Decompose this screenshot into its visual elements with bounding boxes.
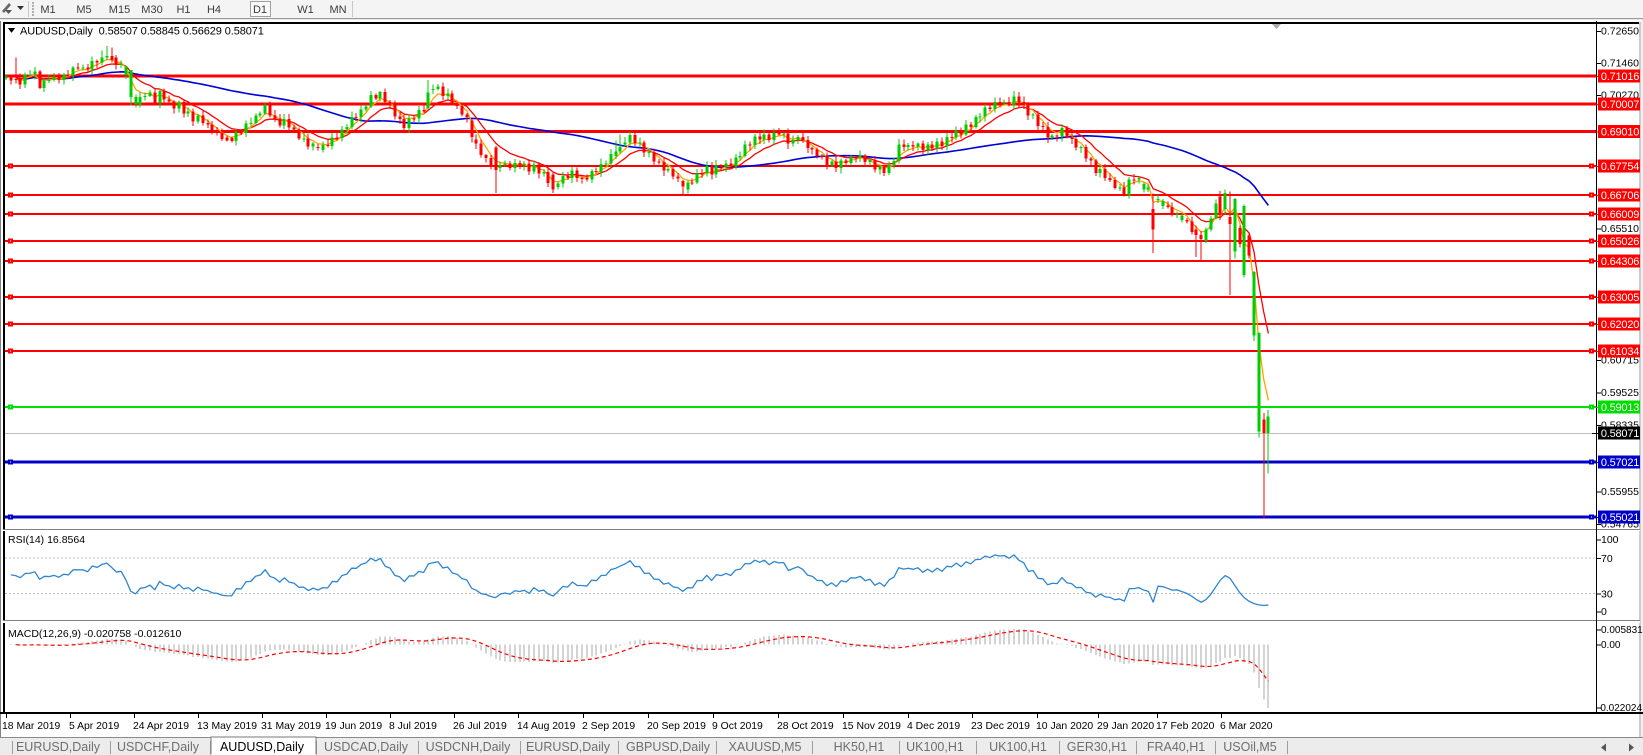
svg-text:17 Feb 2020: 17 Feb 2020 (1156, 721, 1215, 732)
svg-text:UK100,H1: UK100,H1 (989, 740, 1047, 754)
svg-text:D1: D1 (253, 4, 267, 16)
svg-text:19 Jun 2019: 19 Jun 2019 (325, 721, 382, 732)
svg-text:0.57021: 0.57021 (1601, 457, 1639, 469)
svg-text:18 Mar 2019: 18 Mar 2019 (2, 721, 61, 732)
svg-text:70: 70 (1601, 553, 1613, 565)
svg-text:0.71460: 0.71460 (1601, 58, 1639, 70)
svg-text:H4: H4 (207, 4, 221, 16)
svg-text:W1: W1 (297, 4, 314, 16)
svg-text:0.66706: 0.66706 (1601, 190, 1639, 202)
svg-text:0.67754: 0.67754 (1601, 161, 1639, 173)
svg-text:USDCNH,Daily: USDCNH,Daily (426, 740, 511, 754)
svg-text:28 Oct 2019: 28 Oct 2019 (777, 721, 834, 732)
svg-text:0: 0 (1601, 606, 1607, 618)
svg-text:XAUUSD,M5: XAUUSD,M5 (729, 740, 802, 754)
svg-text:EURUSD,Daily: EURUSD,Daily (16, 740, 101, 754)
svg-text:10 Jan 2020: 10 Jan 2020 (1036, 721, 1093, 732)
svg-text:-0.022024: -0.022024 (1597, 703, 1642, 714)
svg-text:0.59013: 0.59013 (1601, 402, 1639, 414)
svg-text:6 Mar 2020: 6 Mar 2020 (1220, 721, 1273, 732)
svg-text:14 Aug 2019: 14 Aug 2019 (517, 721, 576, 732)
svg-text:20 Sep 2019: 20 Sep 2019 (647, 721, 706, 732)
svg-text:0.63005: 0.63005 (1601, 292, 1639, 304)
svg-text:100: 100 (1601, 534, 1619, 546)
svg-text:0.005831: 0.005831 (1601, 625, 1643, 636)
svg-text:0.00: 0.00 (1601, 640, 1621, 651)
svg-text:HK50,H1: HK50,H1 (834, 740, 885, 754)
svg-text:13 May 2019: 13 May 2019 (197, 721, 257, 732)
svg-text:0.64306: 0.64306 (1601, 256, 1639, 268)
svg-text:5 Apr 2019: 5 Apr 2019 (69, 721, 119, 732)
svg-text:0.55021: 0.55021 (1601, 512, 1639, 524)
svg-text:0.58071: 0.58071 (1601, 428, 1639, 440)
svg-text:UK100,H1: UK100,H1 (906, 740, 964, 754)
svg-text:USOil,M5: USOil,M5 (1223, 740, 1277, 754)
svg-text:M15: M15 (109, 4, 130, 16)
svg-text:23 Dec 2019: 23 Dec 2019 (971, 721, 1030, 732)
svg-text:29 Jan 2020: 29 Jan 2020 (1097, 721, 1154, 732)
svg-text:8 Jul 2019: 8 Jul 2019 (389, 721, 437, 732)
svg-text:0.71016: 0.71016 (1601, 71, 1639, 83)
svg-text:9 Oct 2019: 9 Oct 2019 (712, 721, 763, 732)
svg-text:GBPUSD,Daily: GBPUSD,Daily (626, 740, 711, 754)
svg-text:0.70007: 0.70007 (1601, 99, 1639, 111)
svg-text:0.66009: 0.66009 (1601, 209, 1639, 221)
svg-text:2 Sep 2019: 2 Sep 2019 (582, 721, 635, 732)
svg-text:RSI(14) 16.8564: RSI(14) 16.8564 (8, 534, 85, 546)
svg-text:M30: M30 (141, 4, 162, 16)
svg-text:M1: M1 (40, 4, 55, 16)
svg-text:0.65026: 0.65026 (1601, 236, 1639, 248)
svg-text:FRA40,H1: FRA40,H1 (1147, 740, 1205, 754)
svg-text:0.65510: 0.65510 (1601, 223, 1639, 235)
svg-text:GER30,H1: GER30,H1 (1067, 740, 1127, 754)
svg-text:4 Dec 2019: 4 Dec 2019 (907, 721, 960, 732)
svg-text:26 Jul 2019: 26 Jul 2019 (453, 721, 507, 732)
svg-text:MN: MN (329, 4, 346, 16)
svg-text:AUDUSD,Daily 0.58507 0.58845: AUDUSD,Daily 0.58507 0.58845 0.56629 0.5… (20, 26, 264, 38)
svg-text:USDCAD,Daily: USDCAD,Daily (324, 740, 409, 754)
svg-text:MACD(12,26,9) -0.020758 -0.012: MACD(12,26,9) -0.020758 -0.012610 (8, 628, 182, 640)
svg-text:AUDUSD,Daily: AUDUSD,Daily (220, 740, 305, 754)
svg-text:0.72650: 0.72650 (1601, 26, 1639, 38)
svg-text:0.55955: 0.55955 (1601, 486, 1639, 498)
svg-text:H1: H1 (176, 4, 190, 16)
svg-text:0.62020: 0.62020 (1601, 319, 1639, 331)
svg-text:0.69010: 0.69010 (1601, 126, 1639, 138)
svg-text:24 Apr 2019: 24 Apr 2019 (133, 721, 189, 732)
svg-text:USDCHF,Daily: USDCHF,Daily (117, 740, 200, 754)
svg-text:0.59525: 0.59525 (1601, 387, 1639, 399)
svg-text:15 Nov 2019: 15 Nov 2019 (842, 721, 901, 732)
svg-text:0.61034: 0.61034 (1601, 346, 1639, 358)
svg-text:EURUSD,Daily: EURUSD,Daily (526, 740, 611, 754)
svg-text:30: 30 (1601, 589, 1613, 601)
svg-text:M5: M5 (76, 4, 91, 16)
svg-text:31 May 2019: 31 May 2019 (261, 721, 321, 732)
